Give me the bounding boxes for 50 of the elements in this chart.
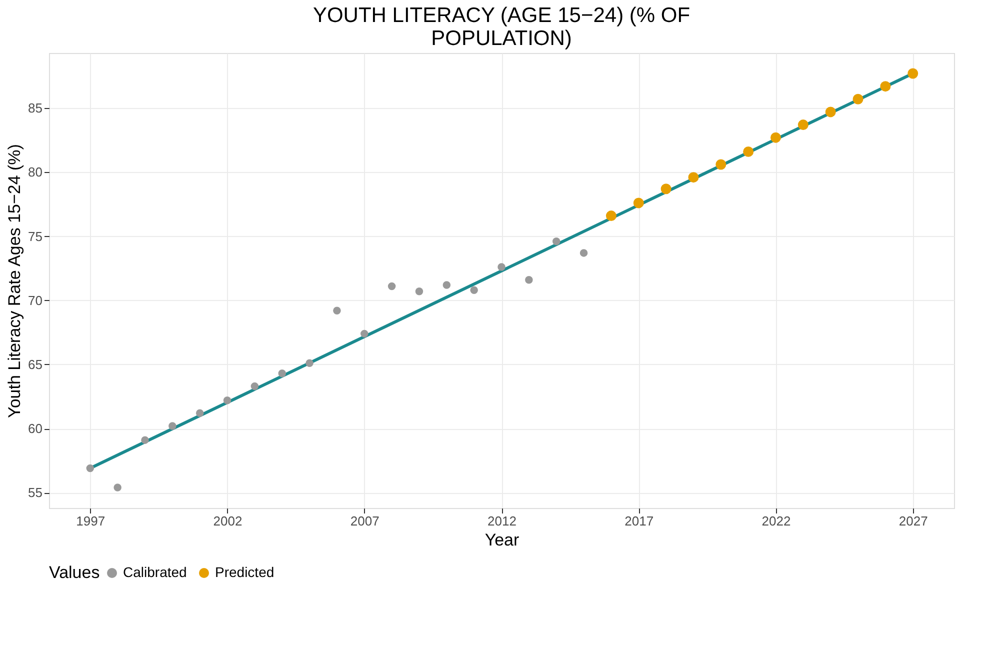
x-tick-label: 2017 xyxy=(624,514,654,528)
point xyxy=(552,238,560,246)
y-tick-label: 85 xyxy=(28,100,42,116)
x-tick-label: 2002 xyxy=(213,514,242,528)
point xyxy=(498,263,506,271)
x-tick-label: 2022 xyxy=(762,514,791,528)
point xyxy=(388,282,396,290)
point xyxy=(743,146,754,157)
point xyxy=(825,106,836,118)
legend-label: Calibrated xyxy=(123,564,187,580)
point xyxy=(880,81,891,92)
point xyxy=(770,132,781,143)
point xyxy=(852,94,864,104)
point xyxy=(606,210,616,222)
x-tick-label: 2007 xyxy=(350,514,380,528)
point xyxy=(908,68,918,79)
point xyxy=(168,422,176,430)
y-tick-label: 75 xyxy=(28,228,42,244)
y-tick-label: 70 xyxy=(28,292,42,308)
point xyxy=(580,249,588,257)
point xyxy=(306,359,314,368)
point xyxy=(250,382,259,390)
point xyxy=(278,370,286,378)
point xyxy=(470,286,478,294)
point xyxy=(114,484,122,492)
y-tick-label: 55 xyxy=(28,485,42,500)
y-axis-title: Youth Literacy Rate Ages 15−24 (%) xyxy=(5,144,24,418)
point xyxy=(360,330,368,338)
y-tick-label: 60 xyxy=(28,421,42,436)
point xyxy=(141,436,149,444)
x-tick-label: 2012 xyxy=(488,514,516,528)
point xyxy=(442,281,451,289)
point xyxy=(223,396,232,404)
x-axis-title: Year xyxy=(484,530,520,550)
x-tick-label: 2027 xyxy=(898,514,928,528)
point xyxy=(333,306,341,314)
legend-title: Values xyxy=(49,563,100,582)
y-tick-label: 65 xyxy=(28,356,42,372)
point xyxy=(525,276,533,284)
x-tick-label: 1997 xyxy=(76,514,106,528)
point xyxy=(660,184,672,194)
chart-title: YOUTH LITERACY (AGE 15−24) (% OF POPULATION) xyxy=(312,4,690,50)
point xyxy=(688,172,699,183)
legend-label: Predicted xyxy=(215,564,274,580)
point xyxy=(415,288,424,296)
point xyxy=(798,120,808,130)
y-tick-label: 80 xyxy=(28,164,42,180)
point xyxy=(196,409,204,418)
point xyxy=(716,159,726,170)
point xyxy=(633,198,644,208)
